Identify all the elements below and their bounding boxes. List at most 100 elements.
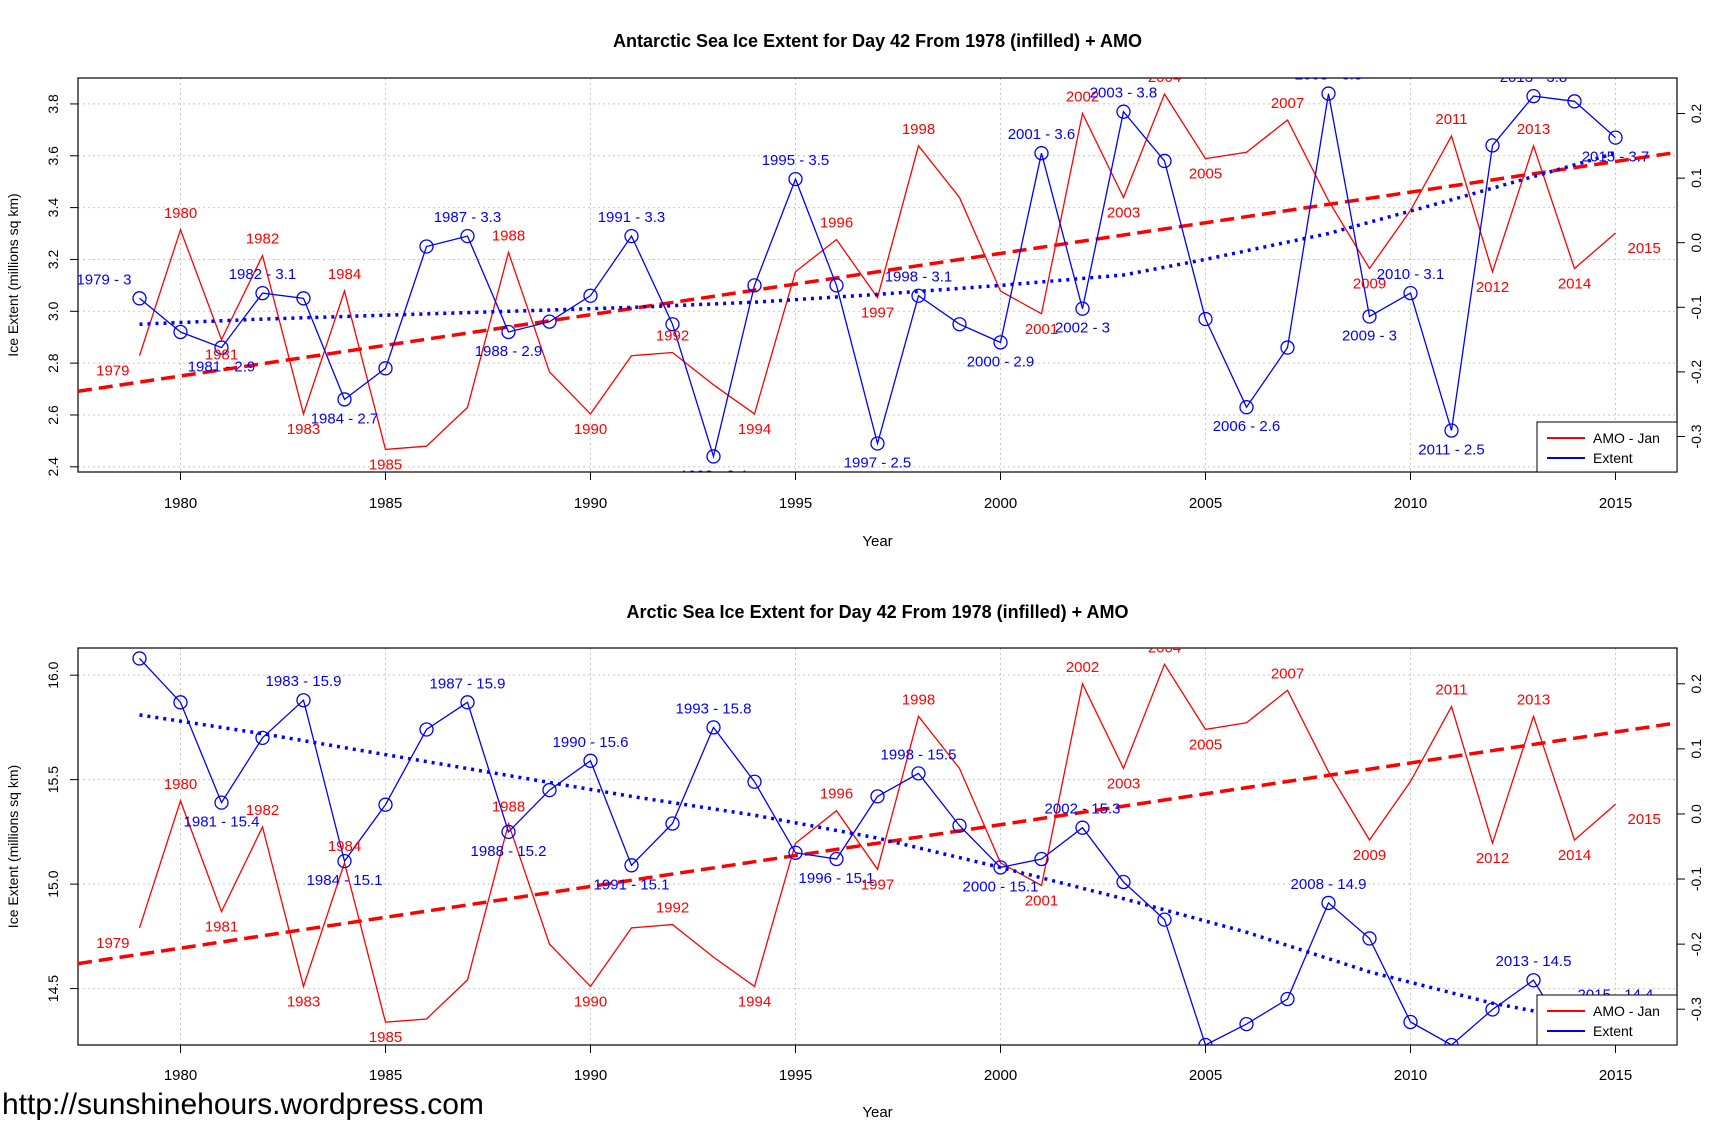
extent-point-label: 1981 - 2.9 [188, 359, 256, 376]
amo-point-label: 1984 [328, 266, 361, 283]
amo-point-label: 1994 [738, 993, 771, 1010]
extent-point-label: 2003 - 3.8 [1090, 85, 1158, 102]
extent-point-label: 1984 - 2.7 [311, 410, 379, 427]
x-tick-label: 1980 [164, 1067, 197, 1084]
extent-point-label: 2000 - 15.1 [963, 878, 1039, 895]
legend-box [1536, 421, 1678, 473]
extent-point [1321, 895, 1336, 911]
extent-point-label: 2013 - 3.8 [1500, 69, 1568, 86]
amo-point-label: 2011 [1435, 682, 1467, 699]
extent-point [911, 766, 926, 781]
extent-point [460, 695, 475, 710]
extent-point [829, 278, 844, 293]
amo-point-label: 1994 [738, 421, 771, 438]
extent-point-label: 1981 - 15.4 [184, 814, 260, 831]
x-tick-label: 1985 [369, 1067, 402, 1084]
amo-point-label: 1998 [902, 691, 935, 708]
y2-tick-label: -0.2 [1688, 360, 1704, 384]
extent-point [337, 392, 352, 407]
amo-point-label: 1984 [328, 838, 361, 855]
legend-extent-label: Extent [1593, 450, 1633, 466]
y2-tick-label: 0.0 [1688, 233, 1704, 253]
x-axis-label: Year [862, 1104, 892, 1121]
amo-point-label: 2009 [1353, 276, 1386, 293]
extent-point [542, 782, 557, 798]
x-tick-label: 1985 [369, 495, 402, 512]
extent-point-label: 1998 - 3.1 [885, 269, 953, 286]
amo-point-label: 1997 [861, 305, 894, 322]
extent-point [788, 171, 803, 187]
amo-point-label: 2009 [1353, 847, 1386, 864]
amo-point-label: 2002 [1066, 89, 1099, 106]
x-axis-label: Year [862, 533, 892, 550]
y2-tick-label: -0.2 [1688, 932, 1704, 956]
extent-point [132, 291, 147, 306]
y-tick-label: 2.8 [45, 353, 61, 373]
extent-point [1157, 153, 1172, 169]
extent-point-label: 2015 - 3.7 [1582, 149, 1650, 166]
extent-point [1608, 130, 1623, 145]
extent-point-label: 2002 - 15.3 [1045, 801, 1121, 818]
x-tick-label: 1995 [779, 1067, 812, 1084]
extent-point [1116, 874, 1131, 890]
extent-point-label: 1997 - 2.5 [844, 454, 912, 471]
extent-point [1034, 146, 1049, 161]
extent-point-label: 1987 - 15.9 [430, 675, 506, 692]
grid [78, 78, 1677, 472]
x-tick-label: 1980 [164, 495, 197, 512]
amo-series-line [138, 92, 1616, 451]
extent-point [378, 361, 393, 376]
watermark-url: http://sunshinehours.wordpress.com [2, 1088, 484, 1121]
x-tick-label: 2015 [1599, 1067, 1632, 1084]
y2-tick-label: -0.3 [1688, 424, 1704, 448]
extent-point-label: 1979 - 3 [76, 271, 131, 288]
amo-point-label: 1983 [287, 421, 320, 438]
extent-point [1567, 94, 1582, 109]
amo-point-label: 2005 [1189, 166, 1222, 183]
amo-point-label: 1985 [369, 1029, 402, 1046]
amo-point-label: 2003 [1107, 775, 1140, 792]
extent-point [542, 314, 557, 329]
amo-point-label: 1985 [369, 456, 402, 473]
extent-point [173, 324, 188, 340]
extent-point-label: 1984 - 15.1 [307, 872, 383, 889]
extent-point-label: 1996 - 15.1 [799, 870, 875, 887]
extent-point-label: 2008 - 14.9 [1291, 876, 1367, 893]
extent-point-label: 2010 - 3.1 [1377, 266, 1445, 283]
extent-point [624, 228, 639, 244]
amo-point-label: 2015 [1628, 240, 1661, 257]
extent-point-label: 1993 - 2.4 [680, 467, 748, 484]
y2-tick-label: 0.1 [1688, 168, 1704, 188]
extent-point-label: 2011 - 2.5 [1418, 442, 1484, 459]
amo-point-label: 2012 [1476, 850, 1509, 867]
extent-point [501, 824, 516, 840]
extent-point [337, 853, 352, 869]
amo-point-label: 1990 [574, 421, 607, 438]
extent-point-label: 2002 - 3 [1055, 320, 1110, 337]
y2-tick-label: 0.1 [1688, 739, 1704, 759]
amo-point-label: 1988 [492, 799, 525, 816]
amo-point-label: 2001 [1025, 893, 1058, 910]
amo-point-label: 2002 [1066, 659, 1099, 676]
amo-point-label: 1990 [574, 993, 607, 1010]
amo-point-label: 1982 [246, 802, 279, 819]
extent-point [1362, 931, 1377, 946]
extent-point-label: 1995 - 3.5 [762, 152, 830, 169]
legend-amo-label: AMO - Jan [1593, 430, 1660, 446]
extent-point [706, 720, 721, 735]
extent-point [583, 753, 598, 768]
extent-point-label: 1998 - 15.5 [881, 746, 957, 763]
extent-point [1403, 285, 1418, 301]
extent-point [788, 845, 803, 860]
extent-point [829, 851, 844, 867]
extent-point [583, 288, 598, 303]
amo-trend-line [78, 150, 1677, 394]
extent-point [706, 449, 721, 464]
x-tick-label: 2005 [1189, 1067, 1222, 1084]
y-tick-label: 15.0 [45, 870, 61, 897]
extent-point [419, 239, 434, 254]
extent-point [378, 797, 393, 812]
amo-point-label: 2013 [1517, 121, 1550, 138]
